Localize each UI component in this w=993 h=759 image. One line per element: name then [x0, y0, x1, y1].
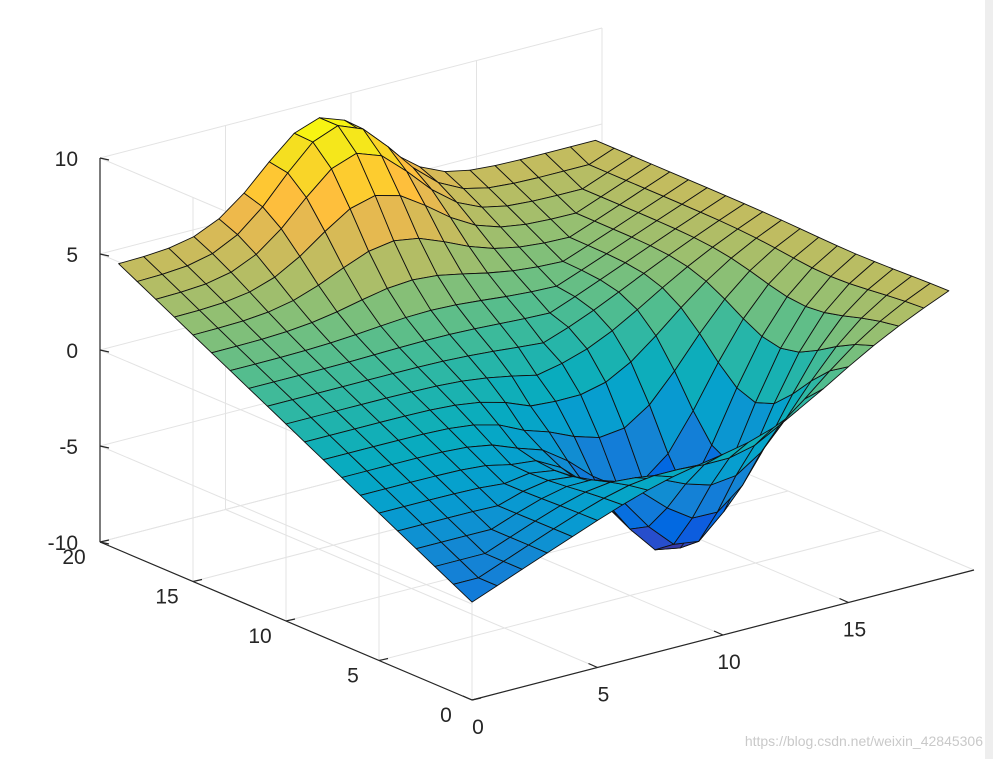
y-tick-label: 0 — [440, 704, 452, 727]
z-tick — [99, 157, 110, 161]
y-tick-label: 15 — [155, 586, 178, 609]
x-tick-label: 15 — [843, 619, 866, 642]
x-tick — [462, 695, 473, 701]
x-tick — [713, 630, 724, 636]
y-tick — [192, 578, 203, 583]
z-tick-label: -5 — [59, 436, 78, 459]
z-tick — [99, 541, 110, 545]
axes-lines — [99, 157, 975, 701]
x-tick — [588, 662, 598, 669]
watermark-text: https://blog.csdn.net/weixin_42845306 — [744, 733, 983, 749]
z-tick-label: 10 — [55, 148, 78, 171]
y-tick — [285, 618, 296, 622]
z-tick — [99, 253, 110, 257]
y-tick — [471, 697, 482, 701]
z-tick-label: -10 — [48, 532, 78, 555]
y-tick-label: 10 — [248, 625, 271, 648]
y-tick-label: 20 — [62, 546, 85, 569]
tick-labels: -10 -5 0 5 10 0 5 10 15 20 0 5 10 15 — [48, 148, 867, 739]
y-tick — [378, 657, 389, 662]
x-tick-label: 5 — [598, 684, 610, 707]
grid-line — [225, 509, 598, 668]
surface-plot — [118, 117, 950, 603]
x-tick-label: 0 — [472, 716, 484, 739]
z-tick-label: 0 — [66, 340, 78, 363]
y-tick-label: 5 — [347, 665, 359, 688]
z-tick — [99, 349, 110, 353]
z-tick-label: 5 — [66, 244, 78, 267]
surface-face — [904, 282, 950, 309]
x-tick-label: 10 — [717, 651, 740, 674]
x-tick — [839, 597, 849, 604]
y-tick — [99, 539, 110, 543]
z-tick — [99, 445, 110, 449]
scrollbar-track — [985, 0, 993, 759]
